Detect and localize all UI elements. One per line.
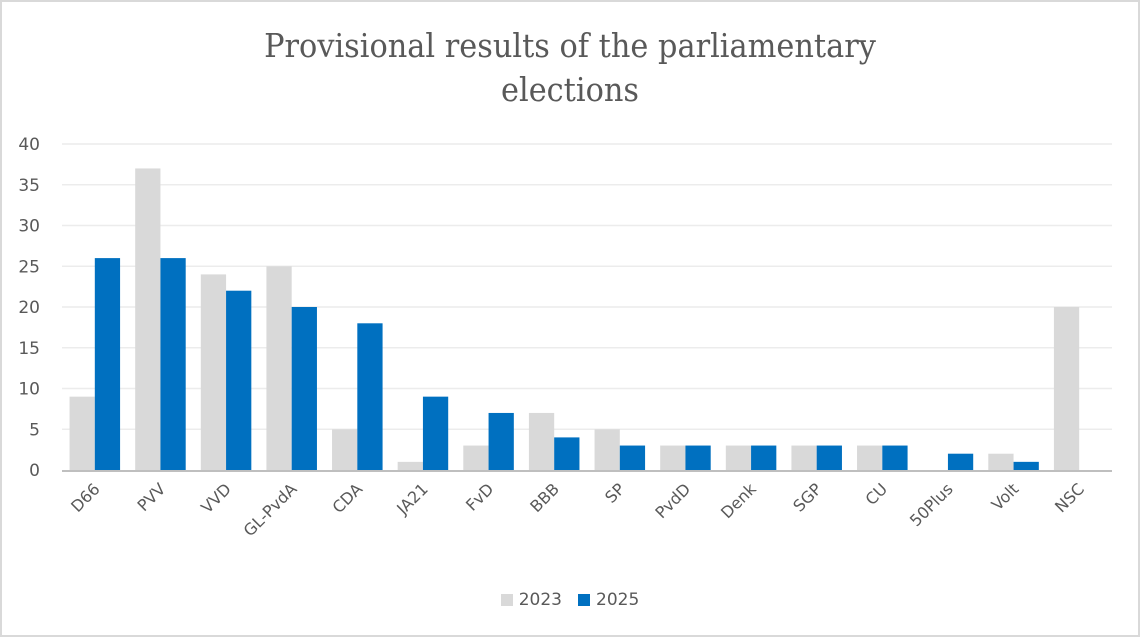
legend: 2023 2025 (0, 590, 1140, 610)
bar-2023-PVV (135, 168, 161, 470)
x-tick-label: 50Plus (906, 479, 957, 530)
x-tick-label: PvdD (651, 479, 694, 522)
bar-2025-PvdD (685, 445, 711, 470)
legend-label-2023: 2023 (518, 590, 562, 610)
bar-2025-FvD (488, 412, 514, 470)
x-tick-label: JA21 (392, 479, 431, 518)
y-tick-label: 20 (18, 298, 40, 318)
bar-2025-BBB (554, 437, 580, 470)
bar-2023-NSC (1053, 307, 1080, 470)
y-tick-label: 25 (18, 257, 40, 277)
bar-2023-SGP (791, 445, 817, 470)
y-axis-ticks: 0 5 10 15 20 25 30 35 40 (18, 135, 40, 481)
chart-title-line-2: elections (501, 70, 639, 109)
bar-2025-PVV (160, 258, 186, 470)
bar-2025-SGP (816, 445, 842, 470)
legend-item-2023: 2023 (500, 590, 562, 610)
x-tick-label: NSC (1051, 479, 1088, 516)
bar-2023-D66 (69, 396, 95, 470)
legend-swatch-2025 (578, 594, 590, 606)
bar-2023-BBB (528, 412, 555, 470)
legend-label-2025: 2025 (596, 590, 640, 610)
bars (69, 168, 1080, 470)
x-axis-labels: D66 PVV VVD GL-PvdA CDA JA21 FvD BBB SP PvdD Denk S… (67, 479, 1088, 540)
x-tick-label: SP (601, 479, 629, 507)
bar-2023-CU (857, 445, 883, 470)
bar-2025-SP (619, 445, 646, 470)
bar-2025-JA21 (422, 396, 449, 470)
legend-item-2025: 2025 (578, 590, 639, 610)
x-tick-label: VVD (197, 479, 235, 517)
x-tick-label: FvD (462, 479, 497, 514)
y-tick-label: 0 (29, 461, 40, 481)
x-tick-label: CDA (329, 479, 367, 517)
y-tick-label: 30 (18, 217, 40, 237)
x-tick-label: BBB (526, 479, 563, 516)
x-tick-label: Denk (717, 479, 760, 522)
bar-2023-SP (594, 429, 620, 470)
x-tick-label: Volt (988, 479, 1023, 514)
bar-2025-D66 (94, 258, 121, 470)
bar-2025-VVD (226, 290, 252, 470)
y-tick-label: 5 (29, 420, 40, 440)
bar-2025-CU (882, 445, 908, 470)
x-tick-label: GL-PvdA (240, 479, 301, 540)
bar-2025-GL-PvdA (291, 307, 317, 470)
chart-title: Provisional results of the parliamentary… (46, 24, 1095, 112)
bar-2023-GL-PvdA (266, 266, 292, 470)
bar-2025-50Plus (947, 453, 974, 470)
legend-swatch-2023 (500, 594, 513, 606)
y-tick-label: 15 (18, 339, 40, 359)
bar-2023-Denk (725, 445, 752, 470)
y-tick-label: 10 (18, 380, 40, 400)
bar-2023-FvD (463, 445, 489, 470)
bar-2023-Volt (988, 453, 1014, 470)
x-tick-label: PVV (134, 479, 170, 515)
y-tick-label: 35 (18, 176, 40, 196)
bar-2023-CDA (332, 429, 358, 470)
bar-2025-Denk (751, 445, 777, 470)
x-tick-label: CU (862, 479, 892, 509)
bar-2023-PvdD (660, 445, 686, 470)
bar-2025-CDA (357, 323, 383, 470)
chart-title-line-1: Provisional results of the parliamentary (264, 26, 876, 65)
x-tick-label: SGP (789, 479, 825, 515)
y-tick-label: 40 (18, 135, 40, 155)
bar-2023-JA21 (397, 461, 423, 470)
x-tick-label: D66 (67, 479, 104, 516)
bar-2023-VVD (200, 274, 227, 470)
bar-2025-Volt (1013, 461, 1039, 470)
